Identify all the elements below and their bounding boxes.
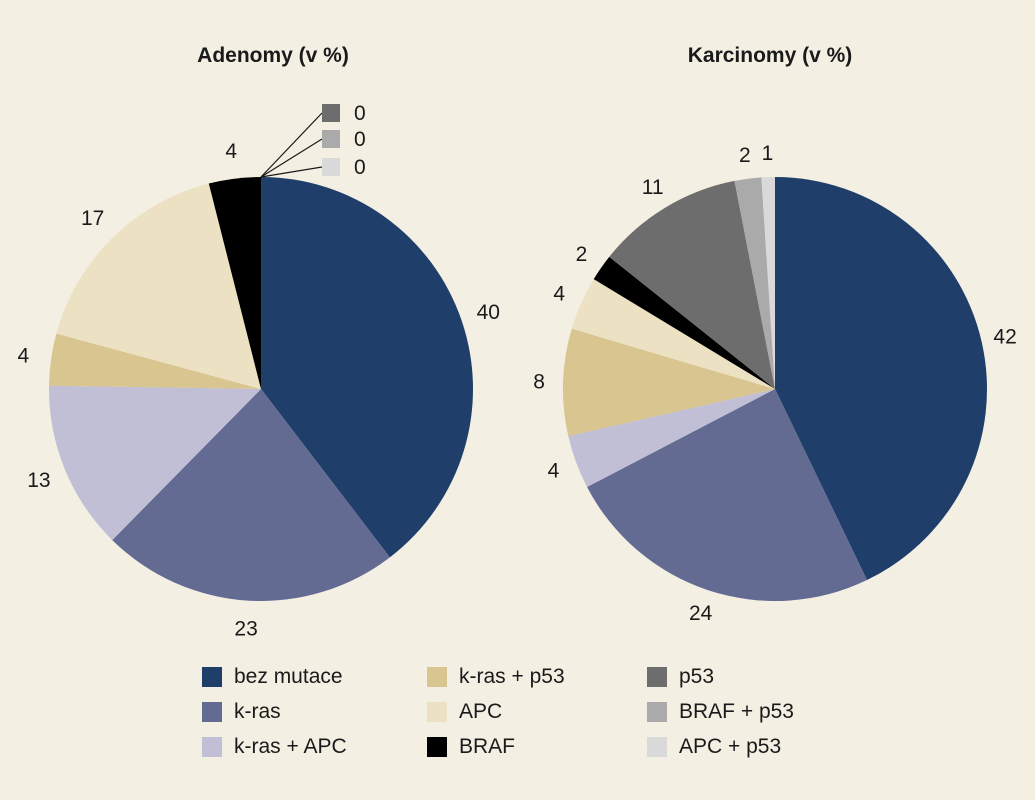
pie-slice-braf-p53 <box>734 177 775 389</box>
pie-slice-bez-mutace <box>775 177 988 581</box>
leader-line-apc-p53 <box>260 166 323 178</box>
pie-slice-p53 <box>609 180 775 389</box>
legend-swatch <box>202 667 222 687</box>
slice-value-label-apc-p53: 1 <box>762 142 774 165</box>
pie-slice-apc-p53 <box>761 177 775 389</box>
zero-slice-marker-apc-p53 <box>322 158 340 176</box>
pie-slice-k-ras <box>587 389 867 601</box>
leader-line-braf-p53 <box>260 138 323 178</box>
legend: bez mutace k-ras k-ras + APC k-ras + p53… <box>202 662 842 772</box>
pie-slice-apc <box>56 183 261 389</box>
slice-value-label-k-ras: 24 <box>689 602 713 625</box>
slice-value-label-k-ras-apc: 13 <box>27 469 50 492</box>
slice-value-label-apc: 17 <box>81 207 104 230</box>
zero-slice-marker-p53 <box>322 104 340 122</box>
legend-label: APC <box>459 700 503 723</box>
legend-label: k-ras <box>234 700 281 723</box>
leader-line-p53 <box>260 112 323 178</box>
slice-value-label-bez-mutace: 40 <box>477 301 500 324</box>
legend-swatch <box>427 667 447 687</box>
pie-slice-k-ras-apc <box>49 385 261 541</box>
legend-label: bez mutace <box>234 665 343 688</box>
pie-slice-braf <box>208 177 261 389</box>
legend-swatch <box>647 667 667 687</box>
slice-value-label-braf: 4 <box>225 140 237 163</box>
legend-swatch <box>647 702 667 722</box>
legend-item-p53: p53 <box>647 662 714 692</box>
slice-value-label-braf-p53: 0 <box>354 128 366 151</box>
legend-label: BRAF <box>459 735 516 758</box>
legend-item-braf-p53: BRAF + p53 <box>647 697 794 727</box>
legend-item-bez-mutace: bez mutace <box>202 662 343 692</box>
legend-swatch <box>202 702 222 722</box>
pie-slice-k-ras <box>112 389 390 601</box>
slice-value-label-apc: 4 <box>553 282 565 305</box>
slice-value-label-p53: 11 <box>642 176 664 199</box>
legend-item-k-ras-p53: k-ras + p53 <box>427 662 565 692</box>
slice-value-label-bez-mutace: 42 <box>993 325 1016 348</box>
slice-value-label-k-ras: 23 <box>234 618 257 641</box>
pie-slice-k-ras-p53 <box>49 333 262 389</box>
pie-slice-k-ras-p53 <box>563 328 775 437</box>
pie-slice-apc <box>571 279 775 389</box>
legend-label: p53 <box>679 665 715 688</box>
karcinomy-chart-title: Karcinomy (v %) <box>688 44 853 67</box>
legend-item-k-ras: k-ras <box>202 697 281 727</box>
legend-item-apc-p53: APC + p53 <box>647 732 781 762</box>
legend-label: APC + p53 <box>679 735 782 758</box>
pie-slice-braf <box>593 256 775 389</box>
legend-swatch <box>427 737 447 757</box>
legend-swatch <box>202 737 222 757</box>
slice-value-label-braf-p53: 2 <box>739 144 751 167</box>
slice-value-label-k-ras-p53: 8 <box>533 370 545 393</box>
legend-swatch <box>647 737 667 757</box>
slice-value-label-braf: 2 <box>576 243 588 266</box>
legend-label: BRAF + p53 <box>679 700 794 723</box>
legend-label: k-ras + APC <box>234 735 347 758</box>
legend-item-braf: BRAF <box>427 732 515 762</box>
pie-slice-k-ras-apc <box>568 389 775 488</box>
slice-value-label-p53: 0 <box>354 102 366 125</box>
legend-swatch <box>427 702 447 722</box>
slice-value-label-k-ras-p53: 4 <box>18 345 30 368</box>
adenomy-chart-title: Adenomy (v %) <box>197 44 349 67</box>
legend-item-k-ras-apc: k-ras + APC <box>202 732 347 762</box>
legend-label: k-ras + p53 <box>459 665 565 688</box>
slice-value-label-apc-p53: 0 <box>354 156 366 179</box>
legend-item-apc: APC <box>427 697 502 727</box>
zero-slice-marker-braf-p53 <box>322 130 340 148</box>
slice-value-label-k-ras-apc: 4 <box>548 460 560 483</box>
pie-slice-bez-mutace <box>261 177 474 558</box>
